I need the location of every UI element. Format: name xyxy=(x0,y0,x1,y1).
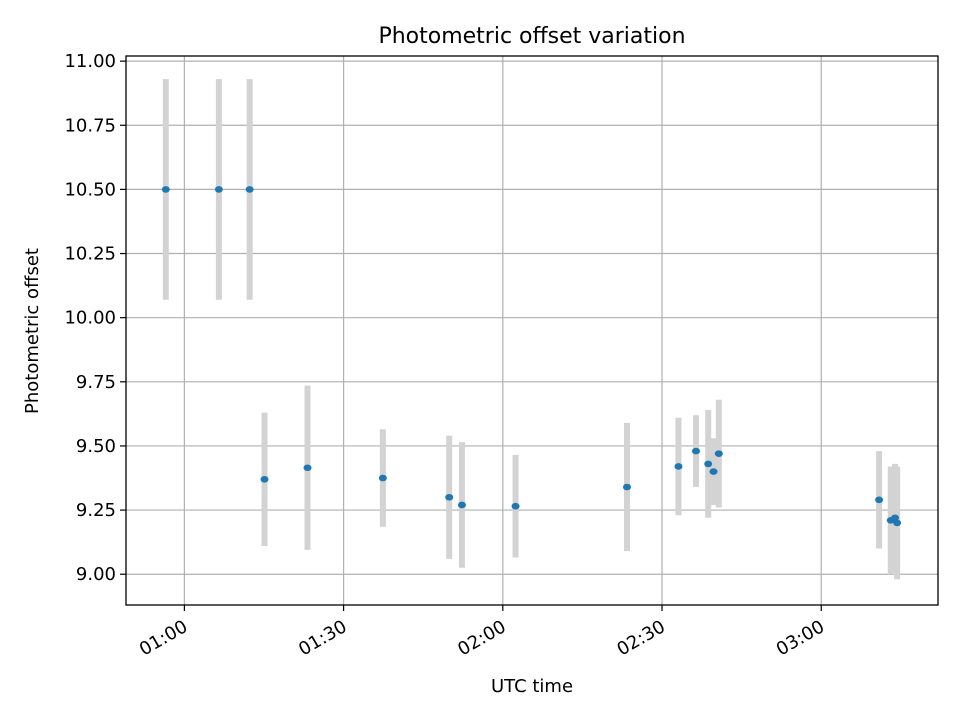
grid xyxy=(126,56,938,605)
data-point xyxy=(303,464,312,472)
y-tick-label: 9.50 xyxy=(76,436,116,457)
data-point xyxy=(245,186,254,193)
y-axis-label: Photometric offset xyxy=(22,248,43,414)
data-point xyxy=(622,483,631,491)
data-points xyxy=(161,186,902,527)
y-tick-label: 10.50 xyxy=(64,179,116,200)
y-tick-label: 9.00 xyxy=(76,564,116,585)
data-point xyxy=(457,501,466,509)
data-point xyxy=(674,463,683,470)
data-point xyxy=(691,447,700,455)
y-axis: 9.00 9.25 9.50 9.75 10.00 10.25 10.50 10.75 11.0… xyxy=(64,51,126,585)
data-point xyxy=(714,450,723,457)
chart-title: Photometric offset variation xyxy=(378,24,685,49)
y-tick-label: 10.75 xyxy=(64,115,116,136)
data-point xyxy=(378,474,387,482)
data-point xyxy=(709,468,718,475)
data-point xyxy=(875,496,884,504)
y-tick-label: 10.25 xyxy=(64,244,116,265)
data-point xyxy=(161,186,170,193)
data-point xyxy=(704,460,713,468)
data-point xyxy=(214,186,223,193)
x-axis-label: UTC time xyxy=(491,676,573,697)
data-point xyxy=(891,514,900,522)
y-tick-label: 10.00 xyxy=(64,308,116,329)
y-tick-label: 11.00 xyxy=(64,51,116,72)
data-point xyxy=(511,502,520,510)
plot-frame xyxy=(125,55,939,606)
y-tick-label: 9.75 xyxy=(76,372,116,393)
y-tick-label: 9.25 xyxy=(76,500,116,521)
data-point xyxy=(260,475,269,483)
data-point xyxy=(445,493,454,501)
data-point xyxy=(893,519,902,527)
